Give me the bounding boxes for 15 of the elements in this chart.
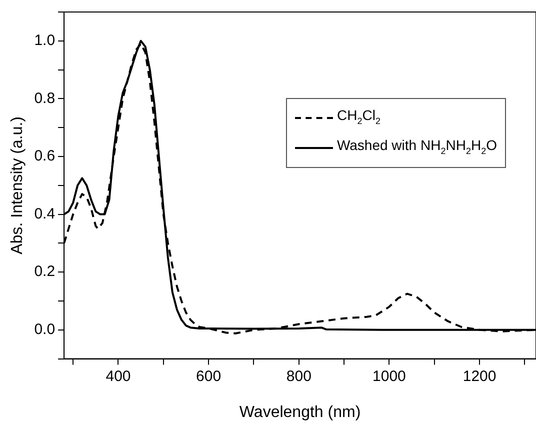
y-tick-label: 0.8 — [34, 90, 56, 107]
y-axis-title: Abs. Intensity (a.u.) — [9, 116, 26, 254]
x-tick-label: 800 — [286, 368, 312, 385]
x-tick-label: 400 — [106, 368, 131, 385]
y-tick-label: 0.6 — [34, 148, 56, 165]
x-axis-title: Wavelength (nm) — [239, 404, 361, 421]
legend-label: Washed with NH$_{2}$NH$_{2}$H$_{2}$O — [336, 136, 497, 158]
legend-label: CH$_{2}$Cl$_{2}$ — [336, 106, 380, 128]
y-tick-label: 0.4 — [34, 205, 56, 222]
x-tick-label: 600 — [196, 368, 222, 385]
y-tick-label: 0.2 — [34, 263, 56, 280]
x-tick-label: 1000 — [372, 368, 406, 385]
y-tick-label: 1.0 — [34, 32, 56, 50]
x-tick-label: 1200 — [462, 368, 496, 385]
y-tick-label: 0.0 — [34, 321, 56, 338]
